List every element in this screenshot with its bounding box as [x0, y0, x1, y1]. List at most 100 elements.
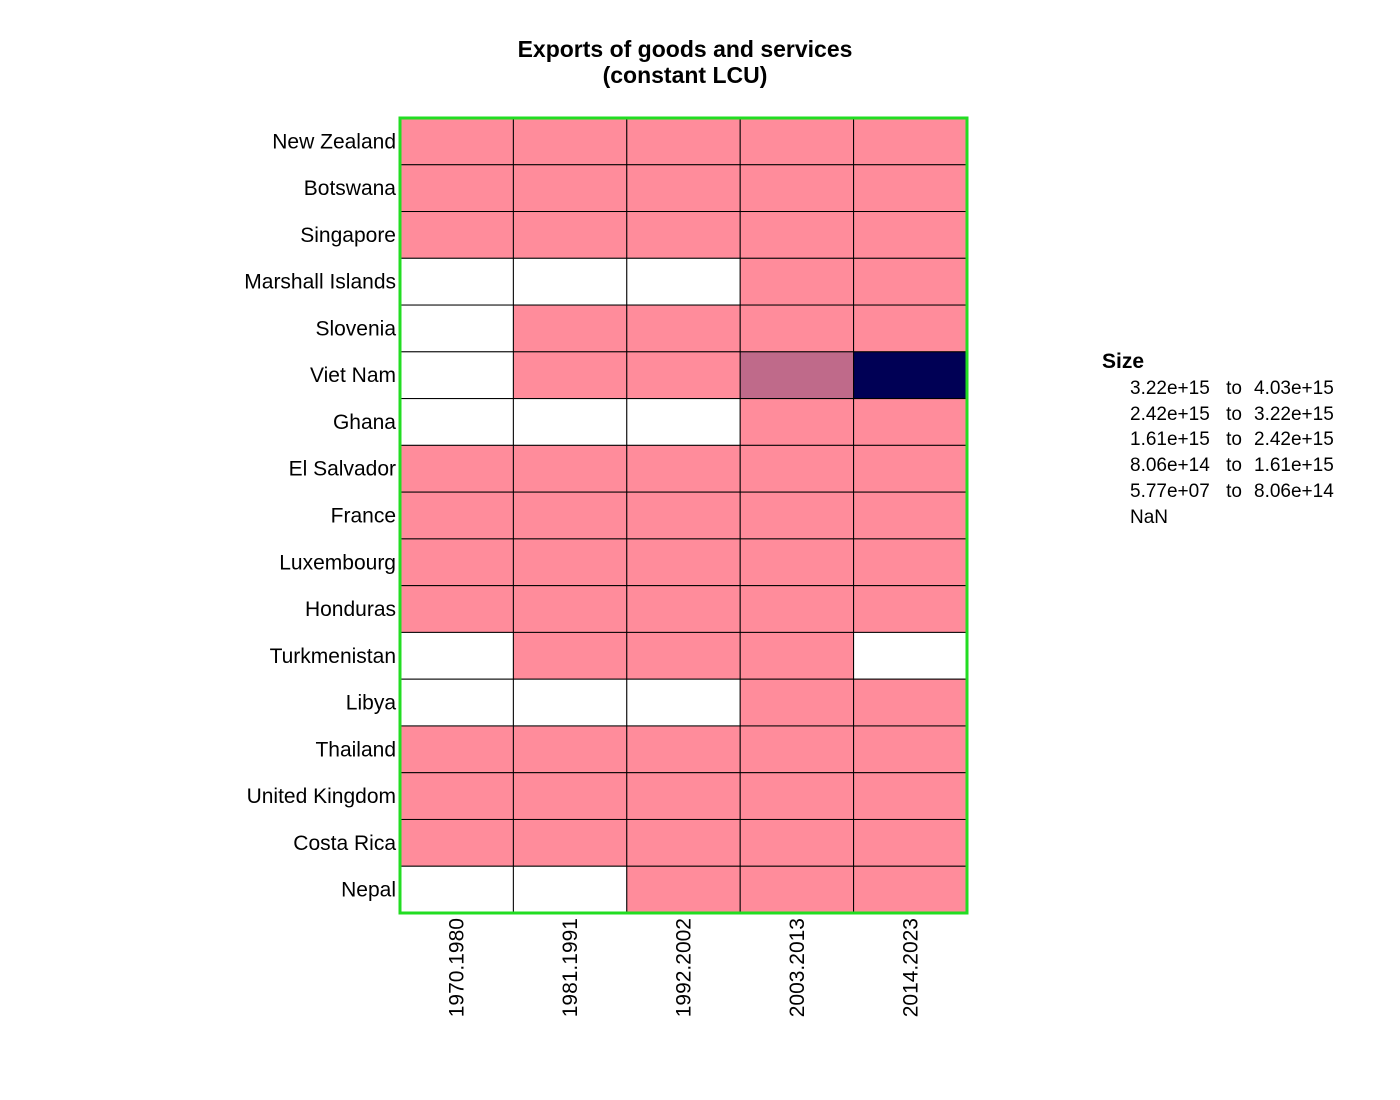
heatmap-cell [626, 117, 741, 166]
legend-range-from: 1.61e+15 [1130, 429, 1210, 451]
heatmap-cell [512, 398, 628, 446]
heatmap-cell [399, 678, 514, 727]
y-tick-label: France [331, 505, 396, 528]
heatmap-cell [853, 772, 968, 820]
chart-title-line-2: (constant LCU) [602, 62, 768, 88]
heatmap-cell [853, 818, 968, 867]
heatmap-cell [626, 865, 741, 914]
heatmap-cell [626, 818, 741, 867]
heatmap-cell [853, 117, 968, 166]
heatmap-cell [626, 351, 741, 400]
heatmap-cell [512, 211, 628, 259]
heatmap-cell [739, 538, 855, 587]
legend-row: 5.77e+07 to 8.06e+14 [1102, 479, 1344, 505]
legend-row-nan: NaN [1102, 505, 1344, 531]
heatmap-cell [626, 164, 741, 213]
heatmap-cell [739, 865, 855, 914]
heatmap-cell [399, 304, 514, 353]
heatmap-cell [399, 818, 514, 867]
heatmap-cell [739, 818, 855, 867]
x-tick-label: 2003.2013 [786, 918, 809, 1017]
heatmap-cell [739, 725, 855, 774]
y-tick-label: United Kingdom [247, 785, 396, 808]
heatmap-cell [399, 491, 514, 540]
y-axis-labels: New Zealand Botswana Singapore Marshall Isl… [244, 130, 396, 901]
heatmap-cell [626, 538, 741, 587]
y-tick-label: Luxembourg [279, 551, 396, 574]
legend-nan-label: NaN [1130, 506, 1169, 528]
heatmap-cell [739, 678, 855, 727]
heatmap-cell [512, 117, 628, 166]
y-tick-label: Viet Nam [310, 364, 396, 387]
y-tick-label: Botswana [304, 177, 397, 200]
heatmap-cell [626, 772, 741, 820]
heatmap-cell [739, 772, 855, 820]
heatmap-cell [853, 538, 968, 587]
legend: Size 3.22e+15 to 4.03e+15 2.42e+15 to 3.… [1102, 350, 1344, 531]
heatmap-cell [399, 164, 514, 213]
heatmap-cell [512, 818, 628, 867]
heatmap-cell [739, 164, 855, 213]
heatmap-cell [399, 865, 514, 914]
heatmap-cell [512, 257, 628, 306]
y-tick-label: Ghana [333, 411, 396, 434]
heatmap-cell [626, 725, 741, 774]
x-tick-label: 1992.2002 [673, 918, 696, 1017]
heatmap-cell [853, 164, 968, 213]
legend-range-to: 1.61e+15 [1254, 455, 1334, 477]
heatmap-cell [399, 772, 514, 820]
heatmap-cell [399, 398, 514, 446]
heatmap-cell [512, 351, 628, 400]
chart-title: Exports of goods and services (constant … [385, 36, 985, 88]
heatmap-cell [399, 725, 514, 774]
heatmap-cell [853, 725, 968, 774]
legend-range-from: 3.22e+15 [1130, 377, 1210, 399]
heatmap-cell [853, 257, 968, 306]
heatmap-cell [399, 117, 514, 166]
heatmap-cell [739, 117, 855, 166]
x-tick-label: 1981.1991 [559, 918, 582, 1017]
heatmap-cell [626, 257, 741, 306]
y-tick-label: Marshall Islands [244, 271, 396, 294]
y-tick-label: Turkmenistan [270, 645, 396, 668]
heatmap-cell [853, 398, 968, 446]
heatmap-cell [739, 257, 855, 306]
heatmap-cell [739, 398, 855, 446]
legend-row: 1.61e+15 to 2.42e+15 [1102, 428, 1344, 454]
heatmap-cell [626, 631, 741, 680]
heatmap-cell [399, 631, 514, 680]
heatmap-cell [512, 631, 628, 680]
y-tick-label: Thailand [315, 738, 396, 761]
heatmap-cell [853, 678, 968, 727]
heatmap-cell [399, 211, 514, 259]
heatmap-cell [512, 678, 628, 727]
x-tick-label: 1970.1980 [446, 918, 469, 1017]
panel-border [398, 116, 969, 915]
legend-range-from: 5.77e+07 [1130, 481, 1210, 503]
legend-title: Size [1102, 350, 1145, 373]
legend-range-to: 2.42e+15 [1254, 429, 1334, 451]
heatmap-cell [626, 585, 741, 633]
heatmap-cell [399, 585, 514, 633]
y-tick-label: Slovenia [315, 317, 396, 340]
heatmap-cell [512, 865, 628, 914]
heatmap-cell [853, 491, 968, 540]
heatmap-cell [739, 491, 855, 540]
heatmap-cell [399, 351, 514, 400]
heatmap-cell [626, 398, 741, 446]
heatmap-cell [512, 444, 628, 493]
legend-range-to-word: to [1226, 429, 1242, 451]
heatmap-cell [512, 585, 628, 633]
legend-range-to-word: to [1226, 403, 1242, 425]
x-tick-label: 2014.2023 [899, 918, 922, 1017]
heatmap-cell [399, 444, 514, 493]
heatmap-cell [512, 164, 628, 213]
legend-range-to: 4.03e+15 [1254, 377, 1334, 399]
legend-row: 8.06e+14 to 1.61e+15 [1102, 453, 1344, 479]
heatmap-cell [512, 725, 628, 774]
legend-row: 2.42e+15 to 3.22e+15 [1102, 402, 1344, 428]
y-tick-label: Costa Rica [293, 832, 396, 855]
heatmap-cell [739, 351, 855, 400]
heatmap-cell [739, 585, 855, 633]
